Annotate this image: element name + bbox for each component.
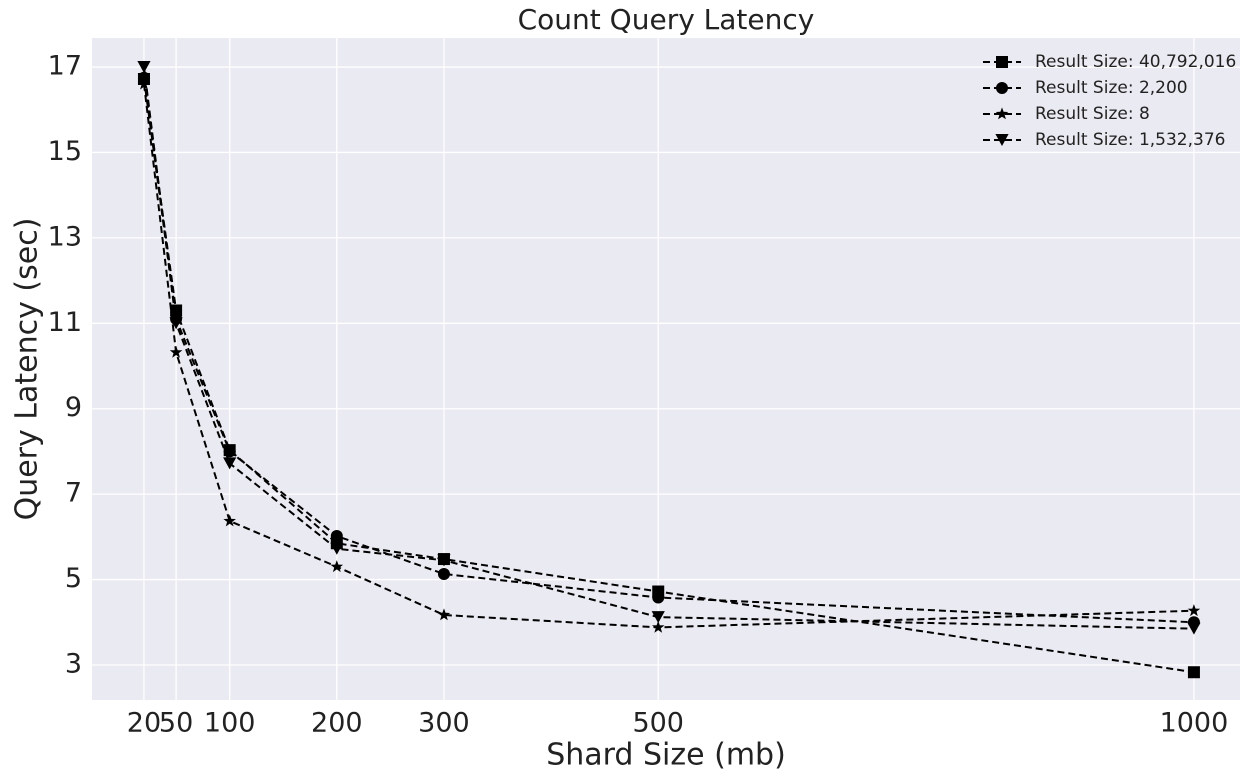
y-tick-label: 11 [48,307,82,338]
marker [170,304,183,317]
y-axis-label: Query Latency (sec) [10,218,45,521]
marker [1187,622,1201,635]
marker [137,61,151,74]
legend-label: Result Size: 8 [1035,104,1150,124]
marker [169,317,183,330]
marker [1187,666,1200,679]
x-tick-label: 50 [159,708,193,739]
marker [996,82,1008,94]
marker [137,77,151,90]
y-tick-label: 13 [48,221,82,252]
y-tick-label: 17 [48,51,82,82]
x-tick-label: 300 [418,708,470,739]
legend-label: Result Size: 40,792,016 [1035,52,1236,72]
x-tick-label: 100 [204,708,256,739]
marker [1187,604,1201,617]
x-axis-label: Shard Size (mb) [546,738,786,773]
y-tick-label: 15 [48,136,82,167]
marker [995,134,1009,146]
legend-label: Result Size: 1,532,376 [1035,130,1225,150]
marker [330,529,343,542]
marker [651,611,665,624]
marker [437,554,451,567]
chart-title: Count Query Latency [518,3,815,36]
marker [223,514,236,527]
marker [995,107,1009,120]
marker [330,560,344,573]
marker [169,345,183,358]
x-tick-label: 20 [127,708,161,739]
x-tick-label: 1000 [1160,708,1229,739]
y-tick-label: 7 [65,478,82,509]
plot-area [92,38,1240,700]
marker [437,568,450,581]
x-tick-label: 500 [632,708,684,739]
marker [996,56,1008,68]
y-tick-label: 9 [65,392,82,423]
x-tick-label: 200 [311,708,363,739]
marker [223,457,237,470]
marker [652,620,665,633]
y-tick-label: 3 [65,648,82,679]
marker [223,445,236,458]
marker [652,591,665,604]
marker [330,542,344,555]
legend-label: Result Size: 2,200 [1035,78,1188,98]
y-tick-label: 5 [65,563,82,594]
marker [437,608,451,621]
